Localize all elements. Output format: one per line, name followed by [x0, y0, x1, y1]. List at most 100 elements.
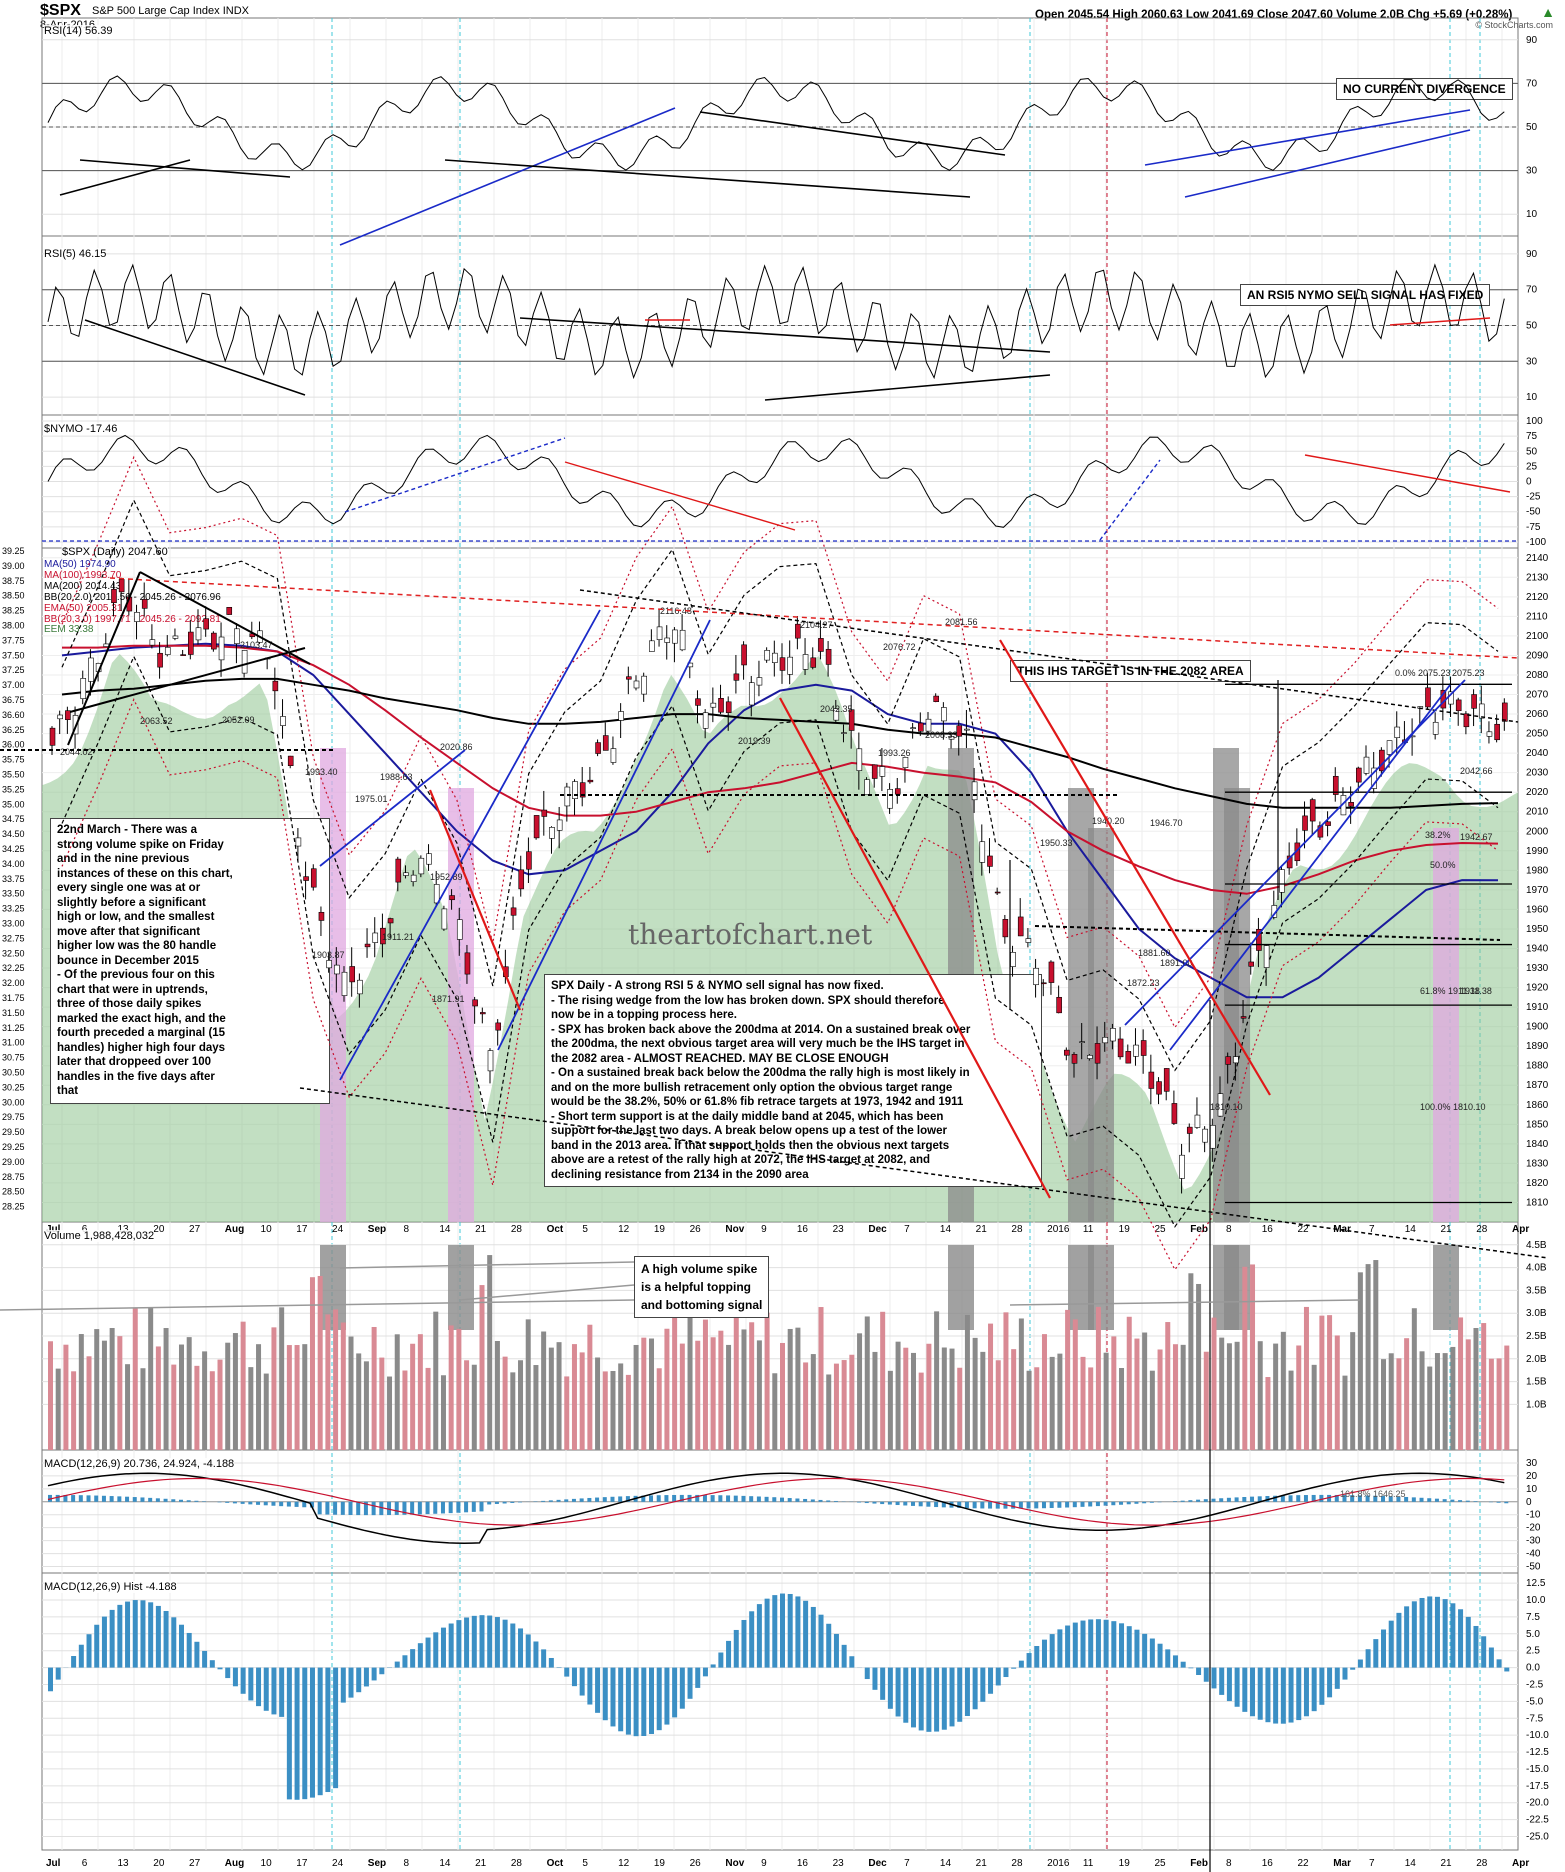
candle-body — [1225, 1056, 1231, 1065]
macd-panel-hist — [1088, 1501, 1093, 1507]
note-left-line: handles in the five days after — [57, 1070, 215, 1083]
macd-panel-hist — [440, 1501, 445, 1514]
note-left-line: move after that significant — [57, 925, 201, 938]
macd-hist-bar — [587, 1667, 593, 1705]
macd-panel-hist — [733, 1495, 738, 1502]
volume-bar — [1442, 1353, 1448, 1450]
x-axis-label: Jul — [46, 1224, 61, 1235]
volume-bar — [833, 1363, 839, 1450]
volume-bar — [1450, 1346, 1456, 1450]
volume-bar — [1273, 1343, 1279, 1450]
candle-body — [280, 716, 286, 726]
price-tick-right: 2030 — [1526, 768, 1549, 779]
volume-bar — [1172, 1344, 1178, 1450]
candle-body — [49, 727, 56, 746]
candle-body — [656, 626, 663, 640]
volume-bar — [132, 1308, 138, 1450]
x-axis-label: 14 — [940, 1224, 952, 1235]
candle-body — [1455, 699, 1462, 712]
candle-body — [418, 857, 425, 875]
candle-body — [157, 652, 163, 668]
macd-hist-bar — [702, 1667, 708, 1677]
x-axis-label-bottom: 27 — [189, 1858, 201, 1869]
volume-bar — [1357, 1272, 1363, 1450]
candle-body — [310, 868, 317, 888]
hist-tick: -20.0 — [1526, 1798, 1549, 1809]
macd-hist-bar — [934, 1667, 940, 1732]
macd-hist-bar — [232, 1667, 238, 1687]
macd-panel-hist — [972, 1501, 977, 1509]
macd-panel-hist — [510, 1501, 515, 1503]
volume-bar — [1149, 1370, 1155, 1450]
candle-body — [1110, 1028, 1116, 1042]
candle-body — [602, 735, 609, 751]
macd-hist-bar — [1011, 1667, 1017, 1669]
rsi14-callout: NO CURRENT DIVERGENCE — [1336, 78, 1513, 100]
macd-panel-hist — [1350, 1495, 1355, 1502]
macd-hist-bar — [887, 1667, 893, 1709]
macd-panel-hist — [348, 1501, 353, 1516]
candle-body — [1048, 961, 1055, 983]
candle-body — [1502, 702, 1508, 722]
candle-body — [1363, 756, 1370, 774]
macd-hist-bar — [1226, 1667, 1232, 1702]
macd-hist-bar — [417, 1643, 423, 1668]
candle-body — [203, 618, 209, 630]
volume-bar — [217, 1359, 223, 1450]
volume-bar — [633, 1344, 639, 1450]
macd-hist-bar — [541, 1649, 547, 1668]
macd-panel-hist — [1111, 1501, 1116, 1506]
volume-bar — [1219, 1337, 1225, 1450]
volume-bar — [263, 1373, 269, 1450]
macd-hist-bar — [610, 1667, 616, 1727]
rsi14-tick: 70 — [1526, 78, 1538, 89]
macd-panel-hist — [602, 1497, 607, 1502]
volume-bar — [1034, 1367, 1040, 1450]
candle-body — [1494, 723, 1500, 741]
volume-callout-line-1: A high volume spike — [641, 1262, 758, 1276]
macd-hist-bar — [1103, 1619, 1109, 1668]
volume-bar — [379, 1357, 385, 1450]
volume-bar — [1180, 1344, 1186, 1450]
x-axis-label-bottom: 7 — [904, 1858, 910, 1869]
macd-hist-bar — [1350, 1667, 1356, 1670]
candle-body — [349, 966, 355, 983]
price-tick-right: 2120 — [1526, 592, 1549, 603]
candle-body — [841, 732, 847, 734]
price-tick-right: 1820 — [1526, 1178, 1549, 1189]
price-point-label: 1952.89 — [430, 872, 463, 882]
candle-body — [1133, 1044, 1139, 1057]
volume-bar — [1350, 1332, 1356, 1450]
volume-bar — [1481, 1323, 1487, 1450]
volume-bar — [995, 1360, 1001, 1450]
x-axis-label-bottom: 12 — [618, 1858, 630, 1869]
note-left: 22nd March - There was a strong volume sp… — [50, 818, 330, 1104]
candle-body — [971, 781, 978, 801]
macd-hist-bar — [1134, 1629, 1140, 1668]
triangle-up-icon: ▲ — [1541, 4, 1555, 20]
hist-tick: -2.5 — [1526, 1679, 1544, 1690]
macd-hist-bar — [1219, 1667, 1225, 1695]
macd-hist-bar — [571, 1667, 577, 1687]
volume-bar — [1250, 1264, 1256, 1450]
macd-hist-bar — [155, 1605, 161, 1668]
nymo-trend-line — [344, 437, 566, 513]
volume-bar — [1388, 1353, 1394, 1450]
macd-panel-hist — [664, 1495, 669, 1502]
macd-panel-hist — [872, 1501, 877, 1504]
volume-bar — [1381, 1359, 1387, 1450]
candle-body — [180, 654, 186, 656]
price-tick-right: 1920 — [1526, 983, 1549, 994]
macd-panel-hist — [556, 1499, 561, 1502]
macd-hist-bar — [579, 1667, 585, 1696]
candle-body — [1194, 1114, 1201, 1128]
macd-hist-bar — [363, 1667, 369, 1687]
macd-hist-bar — [918, 1667, 924, 1731]
x-axis-label: 5 — [582, 1224, 588, 1235]
volume-bar — [1203, 1351, 1209, 1450]
volume-bar — [564, 1376, 570, 1450]
macd-panel-hist — [464, 1501, 469, 1513]
macd-hist-bar — [1365, 1649, 1371, 1668]
rsi5-trend-line — [764, 374, 1051, 401]
macd-hist-bar — [1142, 1633, 1148, 1668]
